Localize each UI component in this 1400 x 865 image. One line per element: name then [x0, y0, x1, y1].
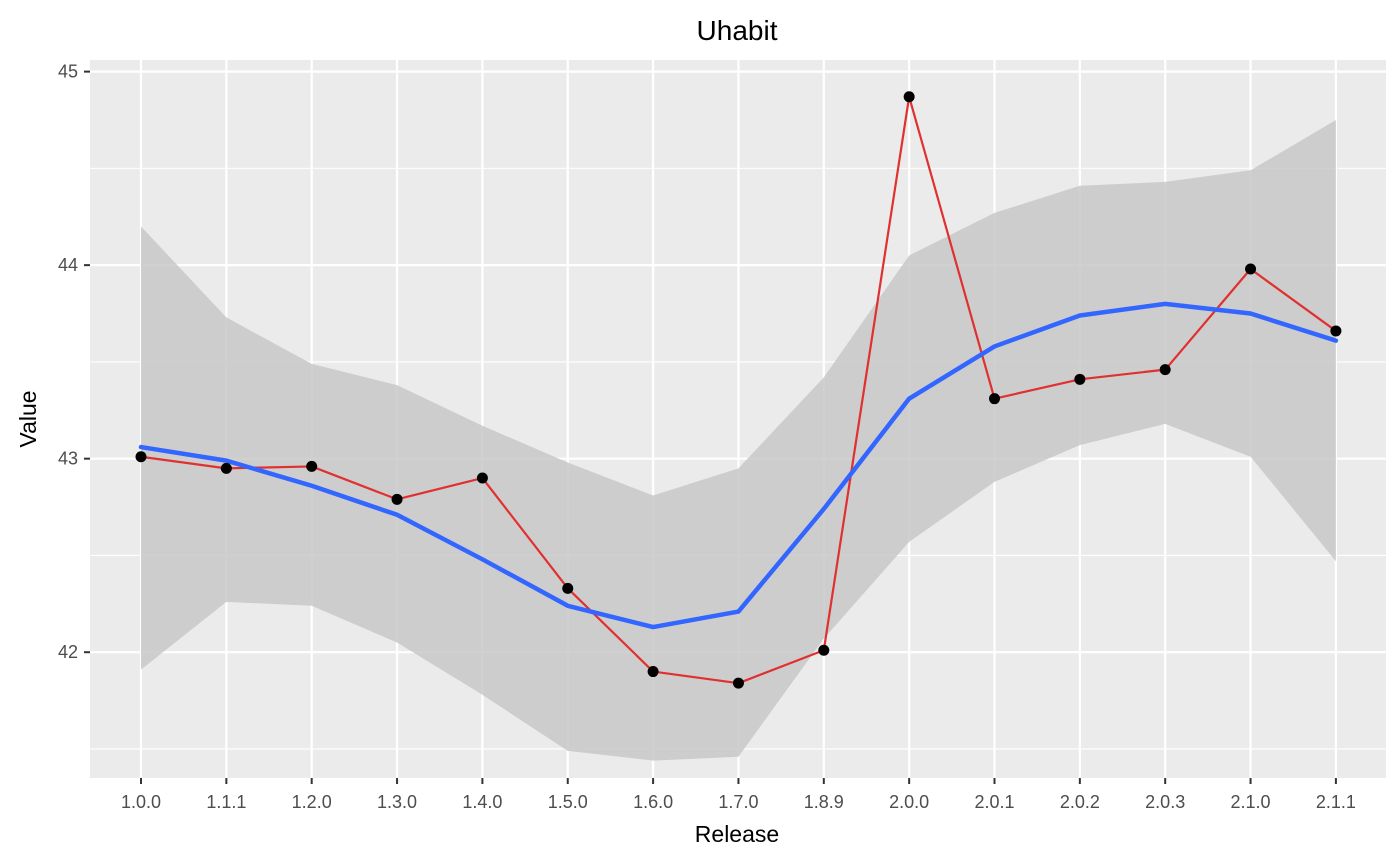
- data-point: [306, 460, 318, 472]
- confidence-band-layer: [141, 119, 1336, 761]
- x-tick-label: 2.0.1: [974, 792, 1014, 812]
- data-point: [391, 493, 403, 505]
- data-point: [476, 472, 488, 484]
- y-tick-label: 44: [58, 255, 78, 275]
- data-point: [732, 677, 744, 689]
- x-tick-label: 1.6.0: [633, 792, 673, 812]
- x-tick-label: 2.1.1: [1316, 792, 1356, 812]
- data-point: [989, 393, 1000, 405]
- data-point: [903, 91, 915, 103]
- x-tick-label: 1.8.9: [804, 792, 844, 812]
- y-tick-label: 42: [58, 642, 78, 662]
- x-tick-label: 1.7.0: [718, 792, 758, 812]
- confidence-band: [141, 119, 1336, 761]
- data-point: [818, 644, 830, 656]
- data-point: [647, 666, 659, 678]
- smooth-line-layer: [138, 301, 1339, 630]
- points-layer: [135, 91, 1342, 689]
- x-tick-label: 2.1.0: [1231, 792, 1271, 812]
- smooth-line: [138, 301, 1339, 630]
- x-tick-label: 1.1.1: [206, 792, 246, 812]
- x-tick-label: 1.2.0: [292, 792, 332, 812]
- data-point: [1074, 373, 1086, 385]
- x-axis: 1.0.0 1.1.1 1.2.0 1.3.0 1.4.0 1.5.0 1.6.0 1.7.0…: [121, 778, 1356, 812]
- x-axis-title: Release: [695, 821, 779, 847]
- y-axis-title: Value: [15, 390, 41, 447]
- x-tick-label: 1.0.0: [121, 792, 161, 812]
- data-point: [135, 451, 147, 463]
- data-point: [1330, 325, 1342, 337]
- y-tick-label: 43: [58, 449, 78, 469]
- data-point: [1159, 364, 1171, 376]
- chart-title: Uhabit: [697, 15, 778, 46]
- x-tick-label: 1.4.0: [462, 792, 502, 812]
- x-tick-label: 2.0.3: [1145, 792, 1185, 812]
- data-point: [562, 582, 574, 594]
- data-point: [1245, 263, 1257, 275]
- y-tick-label: 45: [58, 62, 78, 82]
- x-tick-label: 1.5.0: [548, 792, 588, 812]
- y-axis: 42 43 44 45: [58, 62, 90, 662]
- data-point: [220, 462, 232, 474]
- x-tick-label: 2.0.2: [1060, 792, 1100, 812]
- x-tick-label: 1.3.0: [377, 792, 417, 812]
- x-tick-label: 2.0.0: [889, 792, 929, 812]
